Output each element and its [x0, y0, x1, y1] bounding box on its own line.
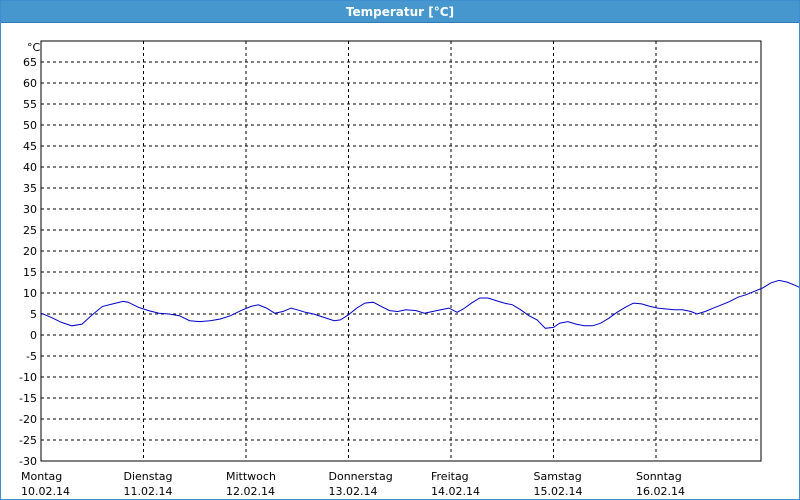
y-tick-label: 25 [23, 224, 37, 237]
y-tick-label: 65 [23, 56, 37, 69]
y-tick-label: 35 [23, 182, 37, 195]
y-tick-label: 20 [23, 245, 37, 258]
x-tick-date-label: 15.02.14 [534, 485, 583, 498]
y-tick-label: 15 [23, 266, 37, 279]
y-tick-label: -30 [19, 455, 37, 468]
x-tick-date-label: 12.02.14 [226, 485, 275, 498]
window-title: Temperatur [°C] [1, 1, 799, 23]
x-tick-date-label: 16.02.14 [636, 485, 685, 498]
x-tick-day-label: Dienstag [124, 470, 173, 483]
y-tick-label: 45 [23, 140, 37, 153]
y-tick-label: 30 [23, 203, 37, 216]
x-tick-day-label: Samstag [534, 470, 582, 483]
x-tick-day-label: Sonntag [636, 470, 682, 483]
y-tick-label: -25 [19, 434, 37, 447]
y-tick-label: 50 [23, 119, 37, 132]
y-tick-label: 5 [30, 308, 37, 321]
series-layer [40, 279, 799, 329]
x-tick-date-label: 14.02.14 [431, 485, 480, 498]
y-tick-label: -15 [19, 392, 37, 405]
x-tick-day-label: Donnerstag [329, 470, 393, 483]
y-tick-label: -10 [19, 371, 37, 384]
x-tick-day-label: Montag [21, 470, 62, 483]
y-tick-label: -5 [26, 350, 37, 363]
tick-labels: -30 -25 -20 -15 -10 -5 0 5 10 15 20 25 30 35 40 45 50 55 6… [19, 41, 685, 498]
y-tick-label: 55 [23, 98, 37, 111]
x-tick-date-label: 11.02.14 [124, 485, 173, 498]
y-tick-label: 10 [23, 287, 37, 300]
x-tick-day-label: Freitag [431, 470, 469, 483]
axes [40, 40, 762, 462]
grid [41, 41, 761, 462]
y-tick-label: 60 [23, 77, 37, 90]
y-tick-label: 40 [23, 161, 37, 174]
y-tick-label: -20 [19, 413, 37, 426]
series-line-temperature [40, 279, 799, 329]
x-tick-date-label: 13.02.14 [329, 485, 378, 498]
y-tick-label: 0 [30, 329, 37, 342]
x-tick-date-label: 10.02.14 [21, 485, 70, 498]
y-axis-unit-label: °C [27, 41, 41, 54]
plot-frame [40, 40, 762, 462]
x-tick-day-label: Mittwoch [226, 470, 276, 483]
